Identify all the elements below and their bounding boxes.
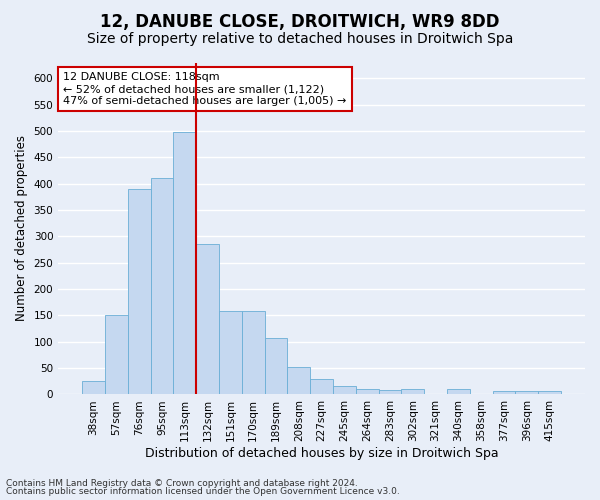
Bar	[333, 386, 356, 394]
Text: 12 DANUBE CLOSE: 118sqm
← 52% of detached houses are smaller (1,122)
47% of semi: 12 DANUBE CLOSE: 118sqm ← 52% of detache…	[64, 72, 347, 106]
Bar	[82, 382, 105, 394]
X-axis label: Distribution of detached houses by size in Droitwich Spa: Distribution of detached houses by size …	[145, 447, 499, 460]
Bar	[538, 392, 561, 394]
Bar	[265, 338, 287, 394]
Bar	[151, 178, 173, 394]
Bar	[379, 390, 401, 394]
Bar	[447, 389, 470, 394]
Text: Contains HM Land Registry data © Crown copyright and database right 2024.: Contains HM Land Registry data © Crown c…	[6, 478, 358, 488]
Bar	[128, 189, 151, 394]
Bar	[310, 378, 333, 394]
Bar	[287, 366, 310, 394]
Bar	[242, 311, 265, 394]
Bar	[105, 316, 128, 394]
Bar	[219, 311, 242, 394]
Bar	[515, 392, 538, 394]
Bar	[356, 389, 379, 394]
Text: Contains public sector information licensed under the Open Government Licence v3: Contains public sector information licen…	[6, 487, 400, 496]
Text: Size of property relative to detached houses in Droitwich Spa: Size of property relative to detached ho…	[87, 32, 513, 46]
Text: 12, DANUBE CLOSE, DROITWICH, WR9 8DD: 12, DANUBE CLOSE, DROITWICH, WR9 8DD	[100, 12, 500, 30]
Bar	[196, 244, 219, 394]
Bar	[173, 132, 196, 394]
Bar	[493, 392, 515, 394]
Bar	[401, 389, 424, 394]
Y-axis label: Number of detached properties: Number of detached properties	[15, 136, 28, 322]
